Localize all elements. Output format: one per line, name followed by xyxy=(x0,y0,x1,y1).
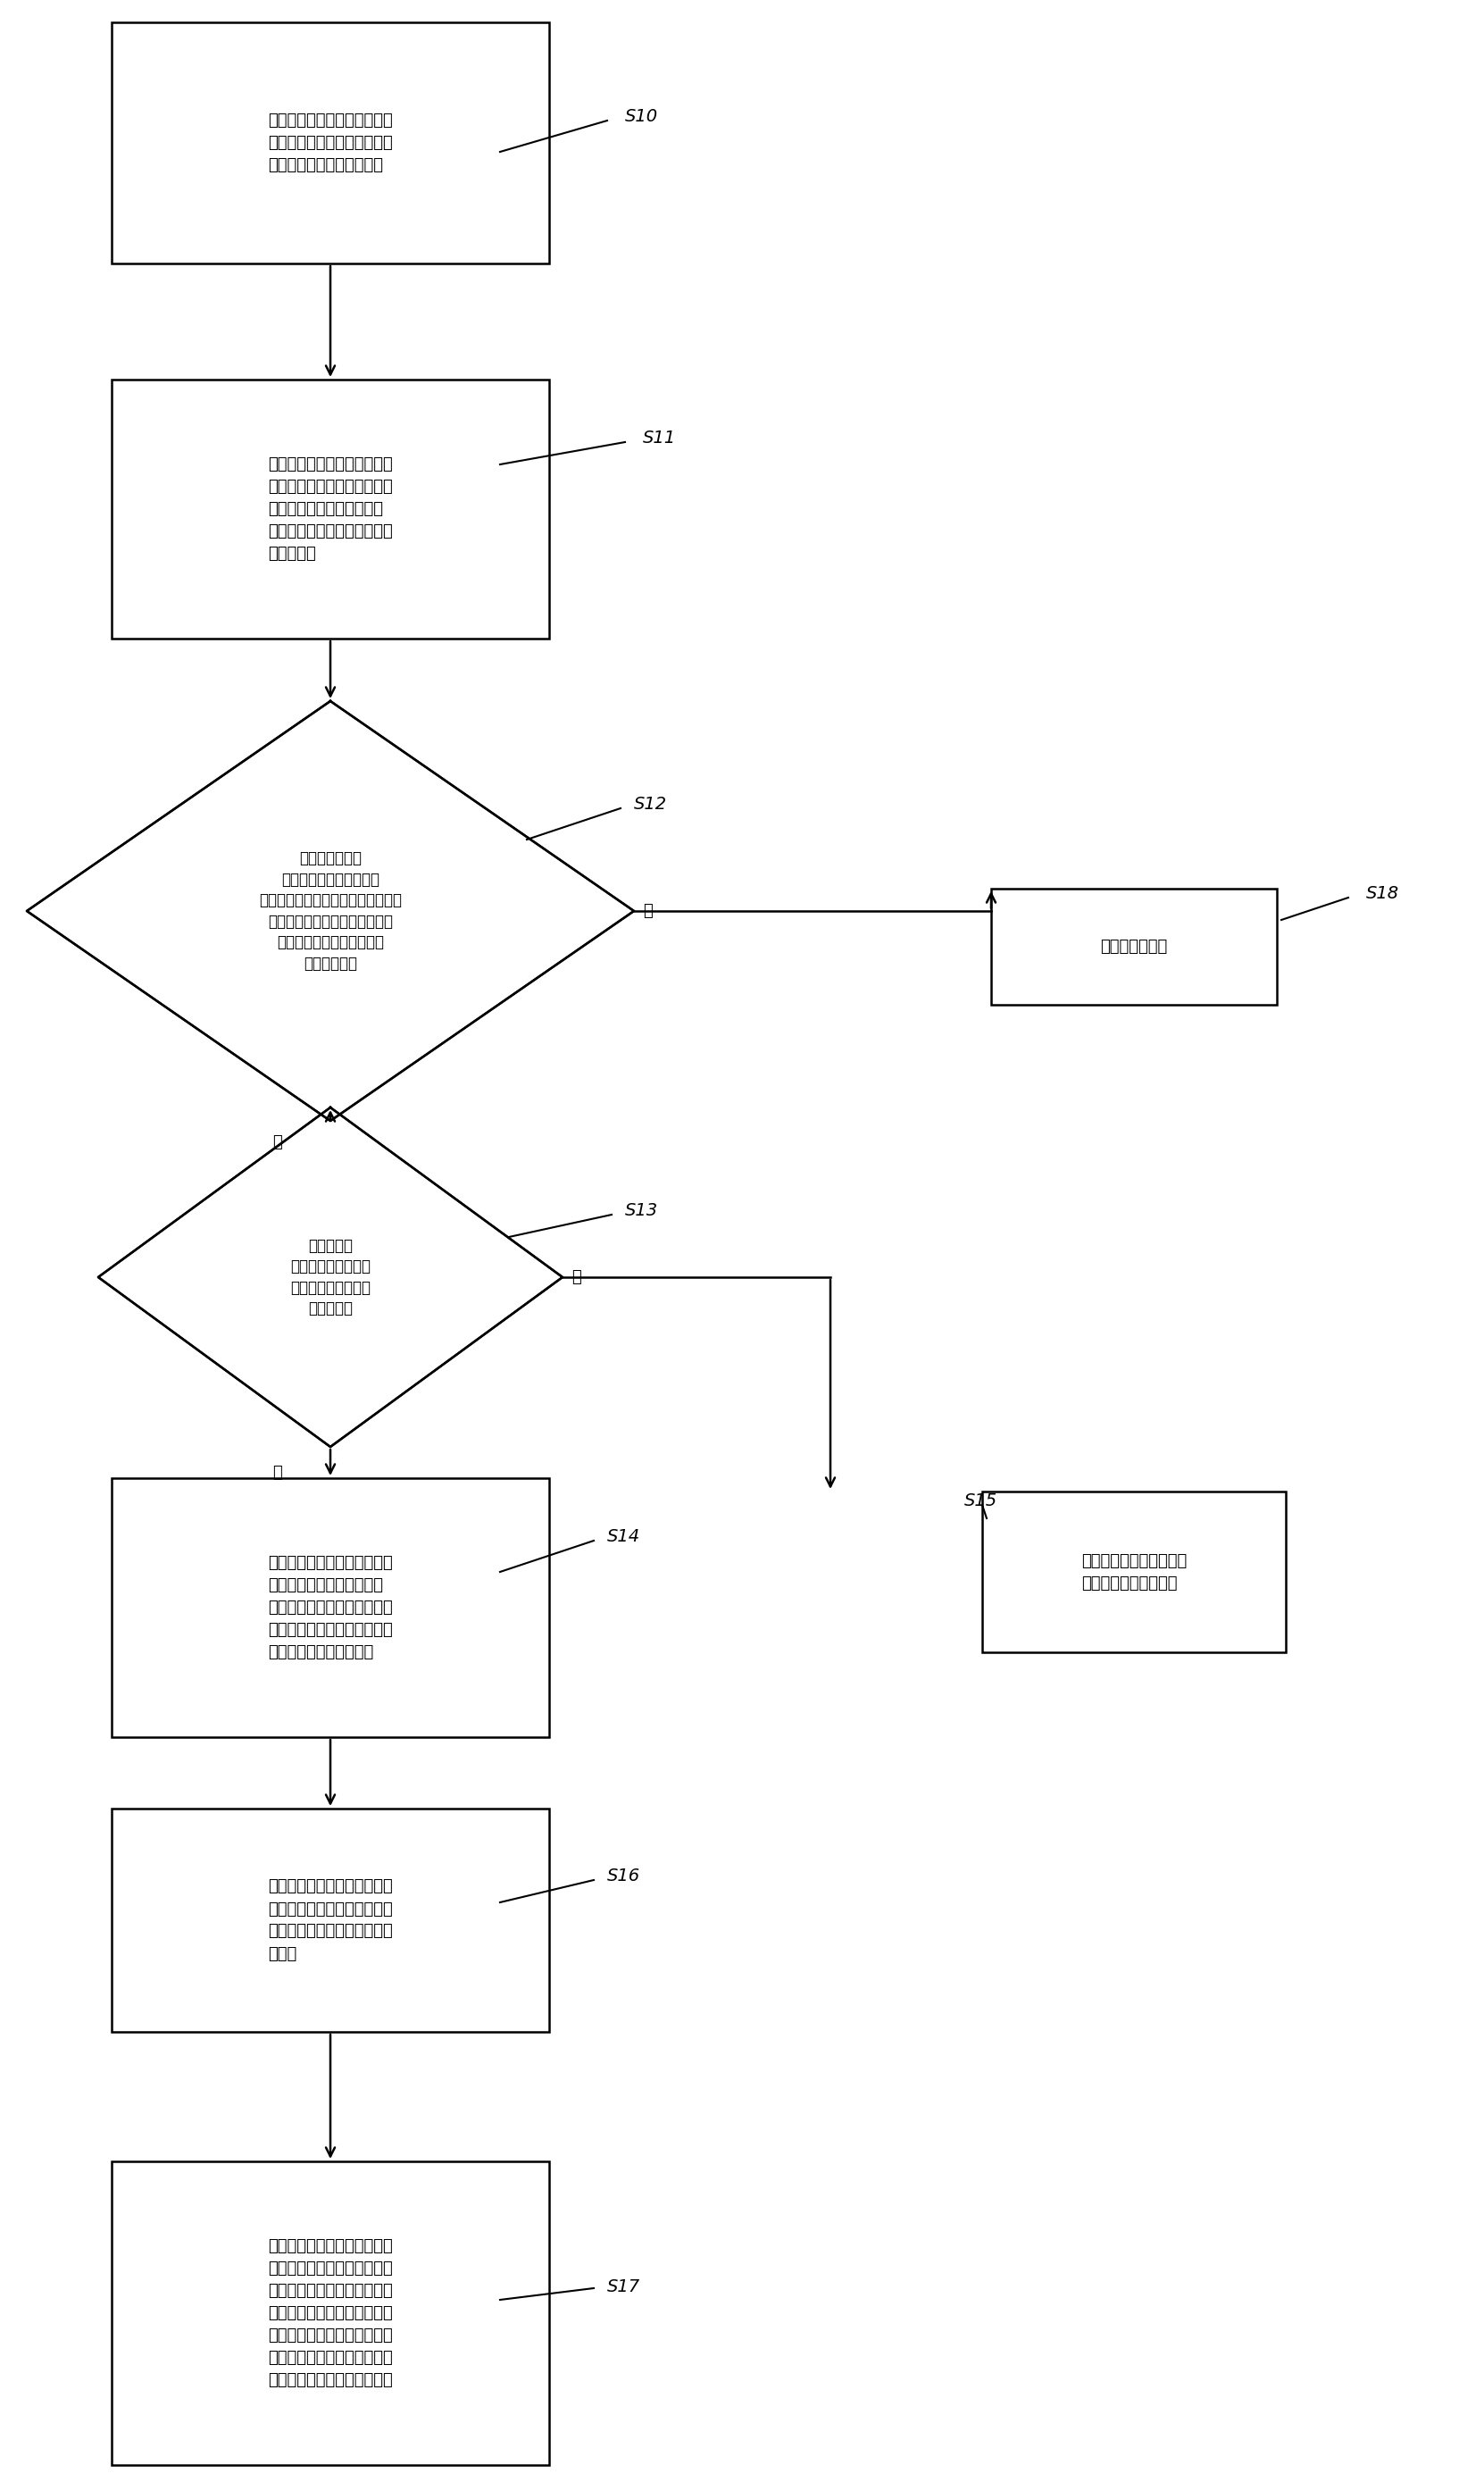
Bar xyxy=(111,380,549,638)
Text: 用户设备根据无线网络控制器
为用户配置的测量控制消息，
对本小区和相邻小区进行测
量，并将其测量结果上报无线
网络控制器: 用户设备根据无线网络控制器 为用户配置的测量控制消息， 对本小区和相邻小区进行测… xyxy=(269,457,393,561)
Text: 是: 是 xyxy=(272,1464,282,1482)
Polygon shape xyxy=(98,1107,562,1447)
Text: 否: 否 xyxy=(571,1268,582,1286)
Text: 当所述用户设备在目标小区上
下行实现可靠通信时，则在目
标小区向无线网络控制器上报
切换成功消息，无线网络控制
器继续对上报的测量结果进行
判决，并控制用户设备: 当所述用户设备在目标小区上 下行实现可靠通信时，则在目 标小区向无线网络控制器上… xyxy=(269,2239,393,2388)
Text: S18: S18 xyxy=(1367,884,1399,901)
Text: S16: S16 xyxy=(607,1866,640,1884)
Bar xyxy=(111,2162,549,2465)
Text: S10: S10 xyxy=(625,107,659,124)
Text: 维持原无线链路: 维持原无线链路 xyxy=(1101,938,1168,956)
Text: S11: S11 xyxy=(643,429,677,447)
Text: 所述用户设备收到切换命令，
根据所分配的可用资源，在同
一帧内同时与原小区和目标小
区通信: 所述用户设备收到切换命令， 根据所分配的可用资源，在同 一帧内同时与原小区和目标… xyxy=(269,1879,393,1961)
Text: 无线网络控制器控制用户
设备采用其它切换方式: 无线网络控制器控制用户 设备采用其它切换方式 xyxy=(1082,1554,1187,1591)
Text: 是: 是 xyxy=(272,1134,282,1149)
Bar xyxy=(111,1479,549,1737)
Text: S14: S14 xyxy=(607,1529,640,1544)
Text: 否: 否 xyxy=(643,903,653,918)
Text: 无线网络控制器
对上报的测量结果进行切
换判决，如果存在至少一个相邻小区
的导频信道功率测量结果大于预
置的切换门限，则决定需要
进行小区切换: 无线网络控制器 对上报的测量结果进行切 换判决，如果存在至少一个相邻小区 的导频… xyxy=(258,851,402,973)
Text: 则向用户设备发送切换命令并
在目标小区为其分配可用资
源，且无线网络控制器将所述
用户设备的业务承载数据分别
发送给原小区和目标小区: 则向用户设备发送切换命令并 在目标小区为其分配可用资 源，且无线网络控制器将所述… xyxy=(269,1554,393,1660)
Bar xyxy=(111,1809,549,2033)
Bar xyxy=(111,22,549,263)
Bar xyxy=(991,889,1276,1005)
Polygon shape xyxy=(27,700,634,1122)
Text: 用户设备建立无线链路，无线
网络控制器为用户设备配置测
量控制消息及切换触发门限: 用户设备建立无线链路，无线 网络控制器为用户设备配置测 量控制消息及切换触发门限 xyxy=(269,112,393,174)
Text: 判断需要切
换到的目标小区是否
有与原小区不同时隙
的可用资源: 判断需要切 换到的目标小区是否 有与原小区不同时隙 的可用资源 xyxy=(291,1239,371,1318)
Text: S15: S15 xyxy=(965,1492,997,1509)
Text: S13: S13 xyxy=(625,1201,659,1219)
Text: S12: S12 xyxy=(634,794,668,812)
Bar xyxy=(982,1492,1285,1653)
Text: S17: S17 xyxy=(607,2278,640,2296)
